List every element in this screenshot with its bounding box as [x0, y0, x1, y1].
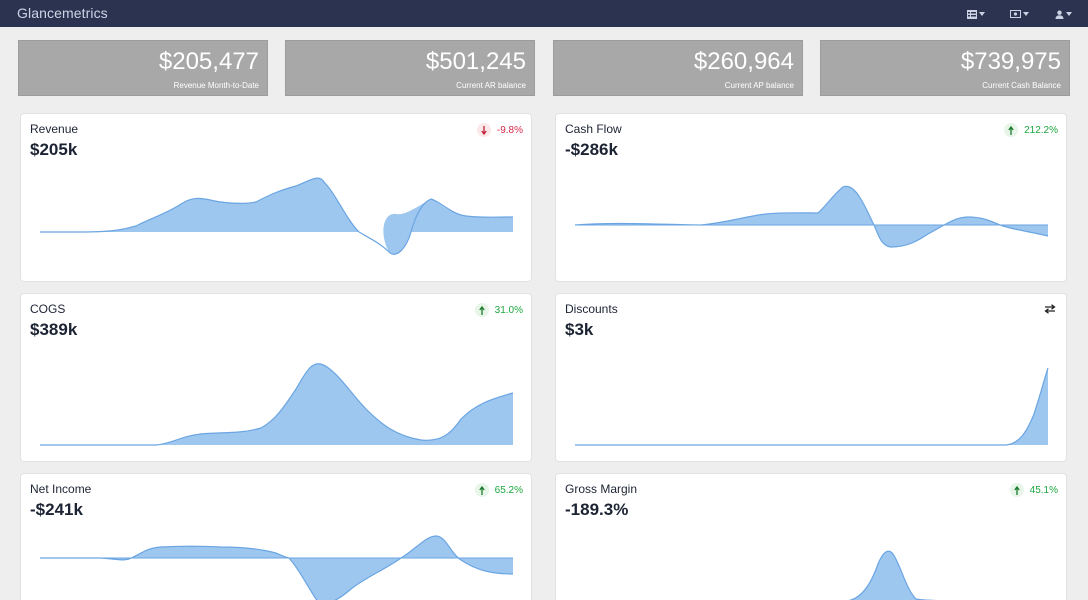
change-percent: 65.2% — [494, 484, 523, 496]
card-title: Discounts — [565, 302, 618, 316]
kpi-revenue-mtd[interactable]: $205,477 Revenue Month-to-Date — [18, 40, 268, 96]
chevron-down-icon — [1023, 12, 1029, 16]
change-indicator: 212.2% — [1004, 123, 1058, 137]
kpi-value: $739,975 — [960, 48, 1061, 75]
table-icon — [967, 9, 977, 19]
user-icon — [1055, 10, 1064, 19]
arrow-up-icon — [1004, 123, 1019, 137]
cash-flow-sparkline — [574, 185, 1049, 248]
card-value: -189.3% — [565, 500, 629, 519]
card-title: Revenue — [30, 122, 79, 136]
card-title: COGS — [30, 302, 66, 316]
card-title: Net Income — [30, 482, 92, 496]
card-gross-margin[interactable]: Gross Margin -189.3% 45.1% — [555, 473, 1067, 600]
change-percent: 31.0% — [494, 304, 523, 316]
net-income-sparkline — [40, 535, 514, 600]
change-indicator: 65.2% — [474, 483, 523, 497]
kpi-ap-balance[interactable]: $260,964 Current AP balance — [553, 40, 803, 96]
chevron-down-icon — [1066, 12, 1072, 16]
card-cogs[interactable]: COGS $389k 31.0% — [20, 293, 532, 462]
revenue-sparkline — [40, 177, 514, 255]
arrow-up-icon — [1009, 483, 1024, 497]
kpi-label: Revenue Month-to-Date — [173, 81, 259, 90]
card-value: $3k — [565, 320, 594, 339]
arrow-up-icon — [474, 483, 489, 497]
swap-arrows-icon — [1044, 303, 1056, 317]
card-title: Cash Flow — [565, 122, 622, 136]
kpi-cash-balance[interactable]: $739,975 Current Cash Balance — [820, 40, 1070, 96]
change-percent: -9.8% — [496, 124, 523, 136]
change-indicator: 31.0% — [474, 303, 523, 317]
card-revenue[interactable]: Revenue $205k -9.8% — [20, 113, 532, 282]
card-net-income[interactable]: Net Income -$241k 65.2% — [20, 473, 532, 600]
kpi-value: $501,245 — [425, 48, 526, 75]
app-brand[interactable]: Glancemetrics — [17, 5, 108, 21]
change-indicator: -9.8% — [476, 123, 523, 137]
card-value: $205k — [30, 140, 78, 159]
card-value: $389k — [30, 320, 78, 339]
card-discounts[interactable]: Discounts $3k — [555, 293, 1067, 462]
chevron-down-icon — [979, 12, 985, 16]
money-icon — [1010, 10, 1021, 18]
top-navbar: Glancemetrics — [0, 0, 1088, 27]
kpi-value: $260,964 — [693, 48, 794, 75]
kpi-label: Current AP balance — [724, 81, 794, 90]
discounts-sparkline — [575, 367, 1049, 446]
user-menu[interactable] — [1055, 7, 1072, 21]
kpi-label: Current Cash Balance — [982, 81, 1061, 90]
table-menu[interactable] — [967, 7, 985, 21]
arrow-up-icon — [474, 303, 489, 317]
card-cash-flow[interactable]: Cash Flow -$286k 212.2% — [555, 113, 1067, 282]
change-percent: 212.2% — [1024, 124, 1058, 136]
kpi-label: Current AR balance — [456, 81, 526, 90]
gross-margin-sparkline — [848, 550, 938, 600]
kpi-ar-balance[interactable]: $501,245 Current AR balance — [285, 40, 535, 96]
change-percent: 45.1% — [1029, 484, 1058, 496]
card-title: Gross Margin — [565, 482, 638, 496]
cogs-sparkline — [40, 363, 514, 446]
card-value: -$241k — [30, 500, 83, 519]
card-value: -$286k — [565, 140, 618, 159]
arrow-down-icon — [476, 123, 491, 137]
money-menu[interactable] — [1010, 7, 1029, 21]
change-indicator: 45.1% — [1009, 483, 1058, 497]
kpi-value: $205,477 — [158, 48, 259, 75]
